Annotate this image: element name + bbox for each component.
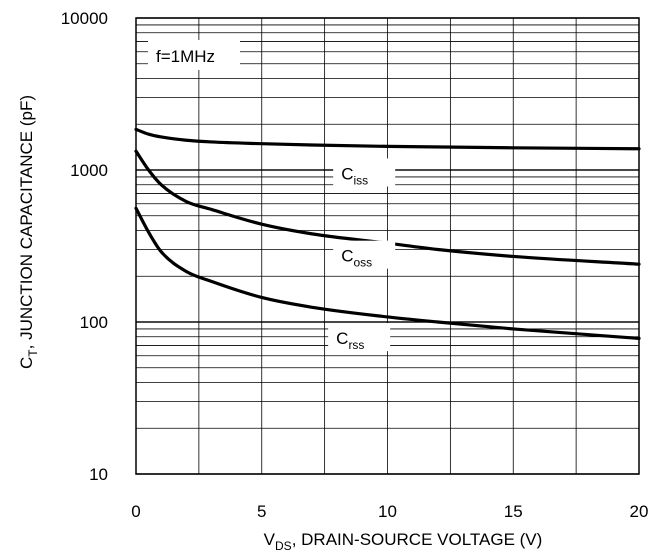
x-tick-label: 0 bbox=[131, 502, 140, 521]
series-label-box-coss bbox=[333, 240, 396, 269]
labels-layer: Ciss Coss Crss bbox=[328, 158, 396, 352]
x-axis-title: VDS, DRAIN-SOURCE VOLTAGE (V) bbox=[264, 530, 543, 552]
x-tick-label: 5 bbox=[257, 502, 266, 521]
ticks-layer: 0 5 10 15 20 10 100 1000 10000 bbox=[61, 9, 649, 521]
y-tick-label: 10 bbox=[89, 465, 108, 484]
annotation-box bbox=[148, 40, 240, 70]
y-tick-label: 100 bbox=[80, 313, 108, 332]
y-tick-label: 1000 bbox=[70, 161, 108, 180]
series-line-coss bbox=[134, 149, 641, 266]
series-label-coss: Coss bbox=[341, 247, 372, 270]
frequency-annotation: f=1MHz bbox=[156, 47, 215, 66]
y-tick-label: 10000 bbox=[61, 9, 108, 28]
series-line-ciss bbox=[134, 127, 641, 151]
series-label-ciss: Ciss bbox=[341, 165, 368, 188]
series-label-box-ciss bbox=[333, 158, 396, 187]
x-tick-label: 15 bbox=[504, 502, 523, 521]
series-label-box-crss bbox=[328, 323, 391, 352]
series-line-crss bbox=[134, 206, 641, 341]
series-label-crss: Crss bbox=[336, 329, 364, 352]
series-layer bbox=[134, 127, 641, 341]
y-axis-title: CT, JUNCTION CAPACITANCE (pF) bbox=[17, 95, 40, 369]
x-tick-label: 10 bbox=[378, 502, 397, 521]
plot-frame bbox=[135, 17, 640, 475]
x-tick-label: 20 bbox=[630, 502, 649, 521]
